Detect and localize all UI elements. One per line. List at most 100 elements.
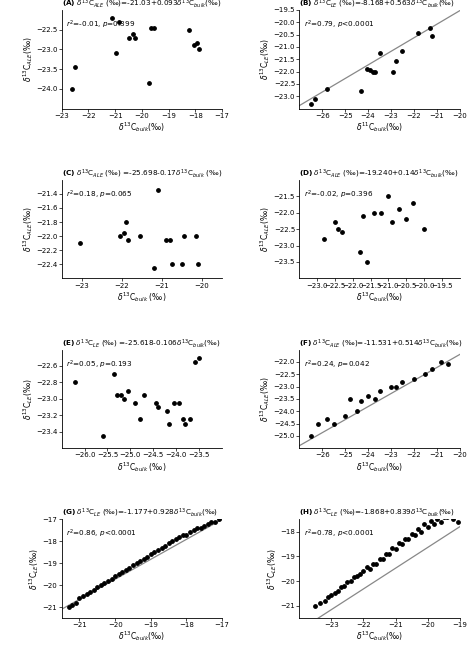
- Point: [366, 65, 374, 75]
- Y-axis label: $\delta^{13}$C$_{ALE}$(‰): $\delta^{13}$C$_{ALE}$(‰): [21, 36, 35, 82]
- Text: $\bf{(E)}$ $\delta^{13}$C$_{LE}$ (‰) =-25.618-0.106$\delta^{13}$C$_{bulk}$(‰): $\bf{(E)}$ $\delta^{13}$C$_{LE}$ (‰) =-2…: [62, 337, 220, 350]
- Point: [311, 600, 319, 611]
- Point: [418, 526, 425, 537]
- Point: [131, 398, 139, 408]
- Point: [125, 32, 132, 43]
- Point: [126, 563, 133, 573]
- Point: [137, 556, 144, 566]
- Point: [168, 259, 176, 270]
- Point: [191, 356, 199, 367]
- Point: [193, 38, 201, 49]
- Point: [430, 519, 438, 529]
- Point: [421, 369, 429, 379]
- Point: [337, 582, 345, 592]
- Point: [180, 231, 188, 241]
- Point: [399, 376, 406, 387]
- Text: $r^{2}$=-0.02, $p$=0.396: $r^{2}$=-0.02, $p$=0.396: [304, 188, 374, 201]
- Point: [395, 537, 402, 548]
- Point: [76, 238, 83, 249]
- Point: [377, 208, 385, 218]
- Text: $r^{2}$=0.18, $p$=0.065: $r^{2}$=0.18, $p$=0.065: [66, 188, 133, 201]
- Text: $\bf{(F)}$ $\delta^{13}$C$_{ALE}$ (‰)=-11.531+0.514$\delta^{13}$C$_{bulk}$(‰): $\bf{(F)}$ $\delta^{13}$C$_{ALE}$ (‰)=-1…: [299, 337, 463, 350]
- Point: [90, 584, 98, 595]
- Point: [86, 586, 94, 597]
- Point: [100, 578, 108, 588]
- Point: [360, 566, 367, 576]
- Point: [438, 356, 445, 367]
- Point: [399, 46, 406, 56]
- Point: [131, 32, 139, 43]
- X-axis label: $\delta^{13}$C$_{bulk}$ (‰): $\delta^{13}$C$_{bulk}$ (‰): [117, 290, 166, 304]
- Point: [379, 553, 386, 564]
- Point: [331, 588, 338, 599]
- Point: [334, 586, 342, 596]
- Point: [402, 214, 410, 225]
- Point: [182, 529, 190, 540]
- Y-axis label: $\delta^{13}$C$_{LE}$(‰): $\delta^{13}$C$_{LE}$(‰): [27, 548, 41, 590]
- Point: [190, 40, 198, 51]
- Point: [144, 551, 151, 562]
- Point: [151, 547, 158, 557]
- Point: [376, 386, 383, 397]
- Point: [389, 543, 396, 553]
- X-axis label: $\delta^{13}$C$_{bulk}$(‰): $\delta^{13}$C$_{bulk}$(‰): [118, 120, 165, 134]
- Point: [366, 563, 374, 574]
- Point: [395, 204, 403, 215]
- Point: [65, 602, 73, 612]
- Point: [330, 418, 337, 429]
- Y-axis label: $\delta^{13}$C$_{ALE}$(‰): $\delta^{13}$C$_{ALE}$(‰): [258, 206, 272, 252]
- X-axis label: $\delta^{13}$C$_{bulk}$(‰): $\delta^{13}$C$_{bulk}$(‰): [118, 629, 165, 644]
- Point: [122, 217, 129, 227]
- Point: [208, 516, 215, 527]
- Y-axis label: $\delta^{13}$C$_{ALE}$(‰): $\delta^{13}$C$_{ALE}$(‰): [21, 206, 35, 252]
- Point: [83, 588, 91, 599]
- Point: [320, 233, 328, 244]
- Text: $\bf{(B)}$ $\delta^{13}$C$_{LE}$ (‰)=-8.168+0.563$\delta^{13}$C$_{bulk}$(‰): $\bf{(B)}$ $\delta^{13}$C$_{LE}$ (‰)=-8.…: [299, 0, 455, 10]
- Point: [323, 413, 330, 424]
- Point: [195, 352, 203, 363]
- Point: [346, 393, 354, 404]
- Point: [154, 545, 162, 555]
- Point: [150, 262, 158, 273]
- Point: [307, 430, 314, 441]
- Point: [449, 514, 457, 525]
- Point: [314, 418, 321, 429]
- Point: [193, 523, 201, 533]
- Point: [108, 573, 115, 584]
- Point: [115, 569, 122, 580]
- Point: [357, 86, 365, 97]
- Point: [175, 531, 183, 542]
- Point: [182, 418, 189, 429]
- Point: [165, 418, 173, 429]
- Text: $\bf{(D)}$ $\delta^{13}$C$_{ALE}$ (‰)=-19.240+0.14$\delta^{13}$C$_{bulk}$(‰): $\bf{(D)}$ $\delta^{13}$C$_{ALE}$ (‰)=-1…: [299, 167, 458, 180]
- Point: [363, 64, 371, 75]
- Point: [124, 385, 132, 396]
- Point: [201, 521, 208, 531]
- Point: [161, 540, 169, 551]
- Point: [371, 393, 379, 404]
- Point: [356, 247, 364, 257]
- Point: [140, 389, 148, 400]
- Point: [204, 518, 212, 529]
- Point: [335, 224, 342, 235]
- Point: [162, 235, 170, 245]
- Point: [398, 539, 406, 549]
- Point: [97, 580, 105, 590]
- Point: [370, 208, 378, 218]
- Point: [410, 374, 418, 385]
- Text: $r^{2}$=0.78, $p$<0.0001: $r^{2}$=0.78, $p$<0.0001: [304, 528, 374, 541]
- Point: [164, 406, 171, 416]
- Point: [411, 530, 419, 541]
- Point: [437, 516, 444, 527]
- Point: [122, 564, 129, 575]
- Point: [360, 211, 367, 221]
- Point: [321, 596, 328, 606]
- Point: [445, 359, 452, 369]
- Point: [69, 83, 76, 94]
- Text: $r^{2}$=0.05, $p$=0.193: $r^{2}$=0.05, $p$=0.193: [66, 358, 133, 371]
- Point: [116, 231, 124, 241]
- Point: [72, 598, 80, 608]
- Point: [179, 414, 187, 425]
- Point: [76, 593, 83, 603]
- Point: [388, 217, 396, 228]
